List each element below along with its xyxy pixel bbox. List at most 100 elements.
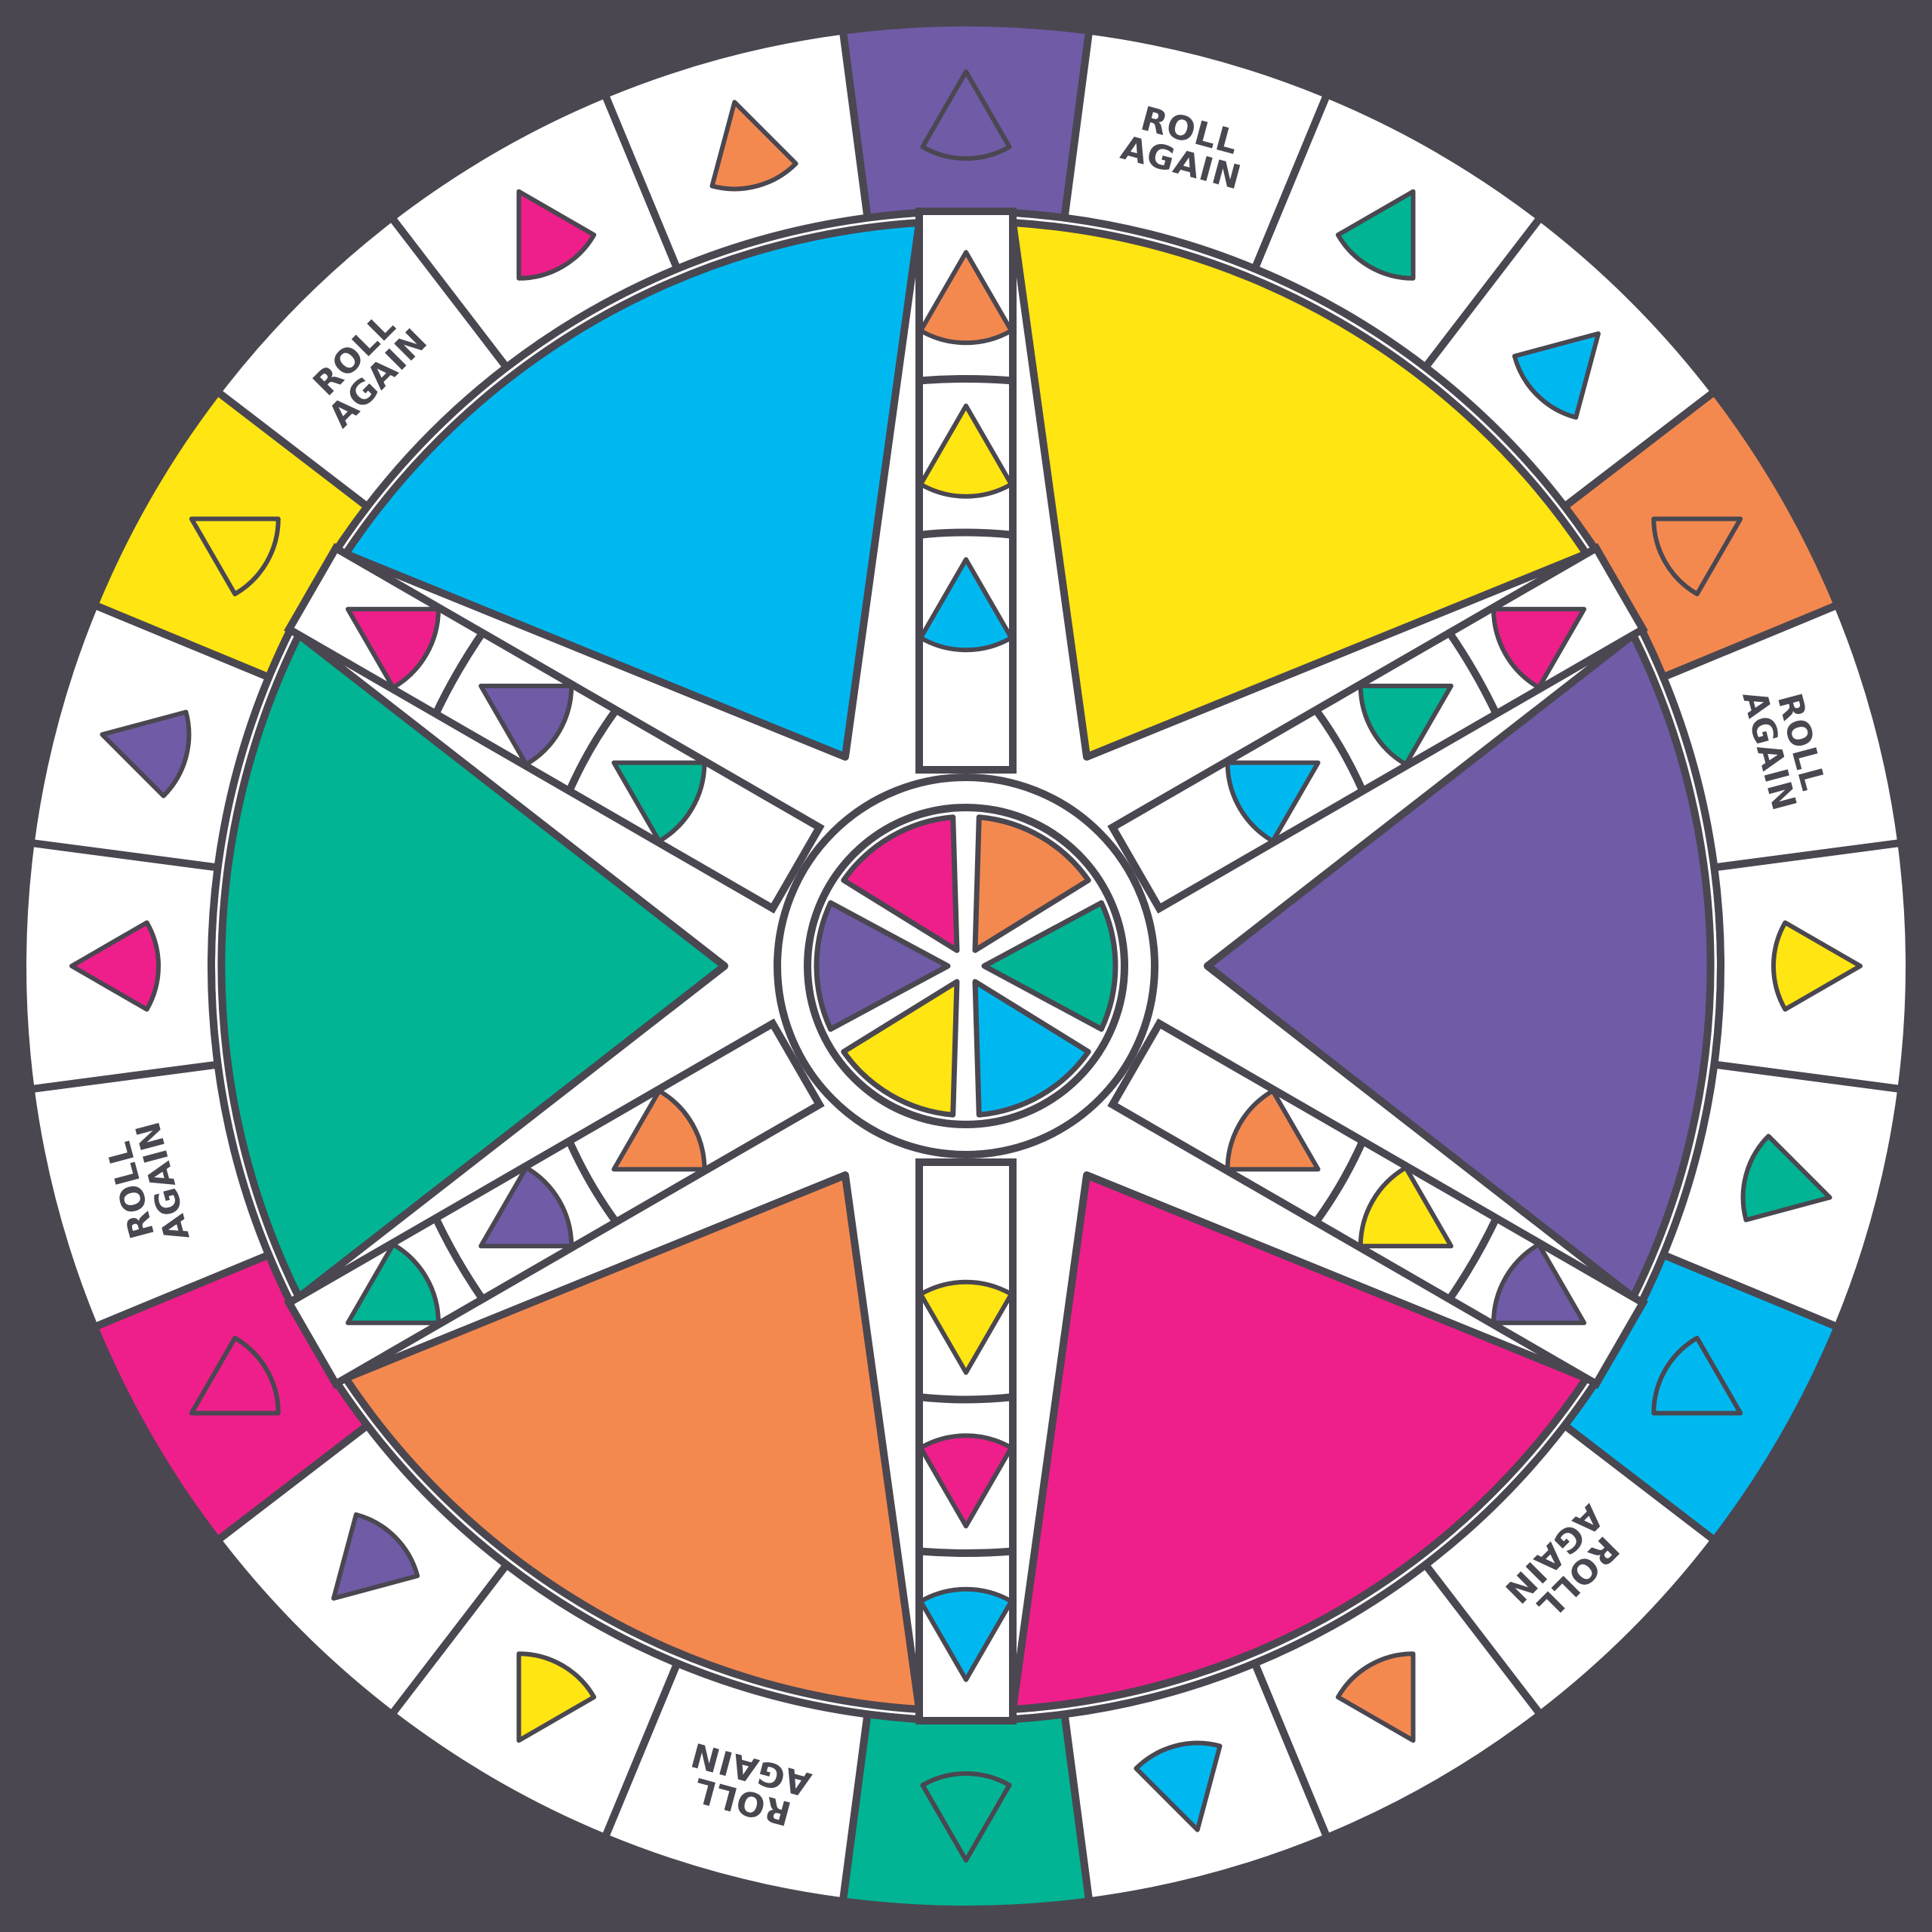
spoke-divider <box>918 1393 1014 1404</box>
category-token-yellow <box>189 516 281 597</box>
category-token-blue <box>1512 331 1601 420</box>
spoke-space[interactable] <box>345 607 486 716</box>
category-token-orange <box>1651 516 1743 597</box>
spoke-token-green <box>345 1241 441 1325</box>
category-token-green <box>1740 1134 1832 1223</box>
ring-space[interactable] <box>838 1710 1094 1914</box>
hub-wedge-yellow[interactable] <box>841 979 960 1118</box>
category-token-green <box>920 1771 1012 1863</box>
sector-shape-purple <box>1204 631 1715 1301</box>
spoke-token-blue <box>1225 760 1321 844</box>
ring-space[interactable] <box>18 838 222 1094</box>
category-token-pink <box>69 920 161 1012</box>
sector-pink <box>1009 1171 1591 1713</box>
ring-space[interactable]: ROLLAGAIN <box>601 1659 872 1906</box>
spoke-divider <box>918 528 1014 539</box>
sector-shape-orange <box>341 1171 923 1713</box>
category-token-yellow <box>516 1651 597 1743</box>
spoke-divider <box>1312 707 1367 793</box>
category-token-purple <box>920 69 1012 161</box>
spoke-token-purple <box>1491 1241 1587 1325</box>
spoke <box>284 543 825 914</box>
spoke-space[interactable] <box>918 557 1014 653</box>
spoke-token-pink <box>345 607 441 691</box>
spoke-token-green <box>611 760 707 844</box>
roll-again-label: ROLLAGAIN <box>1734 678 1835 814</box>
spoke-token-purple <box>478 1165 574 1249</box>
category-token-pink <box>189 1335 281 1416</box>
spoke <box>1107 543 1648 914</box>
spoke-token-yellow <box>918 403 1014 499</box>
ring-space[interactable]: ROLLAGAIN <box>1421 1421 1718 1718</box>
spoke-space[interactable] <box>918 1393 1014 1529</box>
spoke-space[interactable] <box>1446 607 1587 716</box>
sector-shape-green <box>217 631 728 1301</box>
spoke <box>915 1158 1017 1724</box>
category-token-purple <box>331 1512 420 1601</box>
category-token-pink <box>516 189 597 281</box>
spoke-divider <box>1312 1139 1367 1225</box>
spoke-space[interactable] <box>1225 1088 1321 1172</box>
spoke-divider <box>1446 1216 1500 1302</box>
ring-space[interactable]: ROLLAGAIN <box>26 1060 273 1331</box>
spoke-token-blue <box>918 1586 1014 1682</box>
hub-wedge-blue[interactable] <box>972 979 1091 1118</box>
spoke-space[interactable] <box>918 250 1014 385</box>
sector-orange <box>341 1171 923 1713</box>
spoke-space[interactable] <box>478 683 620 793</box>
spoke-token-blue <box>918 557 1014 653</box>
spoke-divider <box>918 375 1014 385</box>
hub-wedge-green[interactable] <box>981 900 1118 1032</box>
spoke-token-orange <box>611 1088 707 1172</box>
category-token-yellow <box>1771 920 1863 1012</box>
spoke-space[interactable] <box>478 1139 620 1249</box>
spoke-space[interactable] <box>1312 683 1454 793</box>
sector-purple <box>1204 631 1715 1301</box>
spoke-space[interactable] <box>1312 1139 1454 1249</box>
spoke-token-yellow <box>1358 1165 1454 1249</box>
spoke-space[interactable] <box>345 1216 486 1325</box>
spoke-divider <box>565 707 620 793</box>
spoke-divider <box>918 1547 1014 1557</box>
spoke-divider <box>432 630 486 716</box>
category-token-blue <box>1134 1740 1223 1832</box>
spoke-token-orange <box>1225 1088 1321 1172</box>
sector-shape-blue <box>341 219 923 761</box>
sector-shape-yellow <box>1009 219 1591 761</box>
spoke-divider <box>565 1139 620 1225</box>
spoke-space[interactable] <box>611 1088 707 1172</box>
spoke-space[interactable] <box>918 1547 1014 1682</box>
spoke <box>915 208 1017 774</box>
hub-wedge-pink[interactable] <box>841 814 960 953</box>
category-token-blue <box>1651 1335 1743 1416</box>
spoke-token-yellow <box>918 1279 1014 1375</box>
ring-space[interactable] <box>1710 838 1914 1094</box>
spoke-token-pink <box>918 1433 1014 1529</box>
ring-space[interactable]: ROLLAGAIN <box>1659 601 1906 872</box>
spoke-divider <box>432 1216 486 1302</box>
spoke-space[interactable] <box>611 760 707 844</box>
sector-blue <box>341 219 923 761</box>
hub-wedge-purple[interactable] <box>814 900 951 1032</box>
spoke-space[interactable] <box>1225 760 1321 844</box>
sector-green <box>217 631 728 1301</box>
spoke-token-orange <box>918 250 1014 346</box>
sector-yellow <box>1009 219 1591 761</box>
spoke-token-pink <box>1491 607 1587 691</box>
spoke-space[interactable] <box>1446 1216 1587 1325</box>
spoke-space[interactable] <box>918 403 1014 539</box>
spoke-token-green <box>1358 683 1454 767</box>
category-token-purple <box>100 709 192 798</box>
spoke <box>284 1018 825 1389</box>
spoke-token-purple <box>478 683 574 767</box>
ring-space[interactable] <box>601 26 872 273</box>
spoke-divider <box>1446 630 1500 716</box>
ring-space[interactable] <box>838 18 1094 222</box>
sector-shape-pink <box>1009 1171 1591 1713</box>
category-token-orange <box>1335 1651 1416 1743</box>
hub-wedge-orange[interactable] <box>972 814 1091 953</box>
spoke <box>1107 1018 1648 1389</box>
spoke-space[interactable] <box>918 1279 1014 1375</box>
